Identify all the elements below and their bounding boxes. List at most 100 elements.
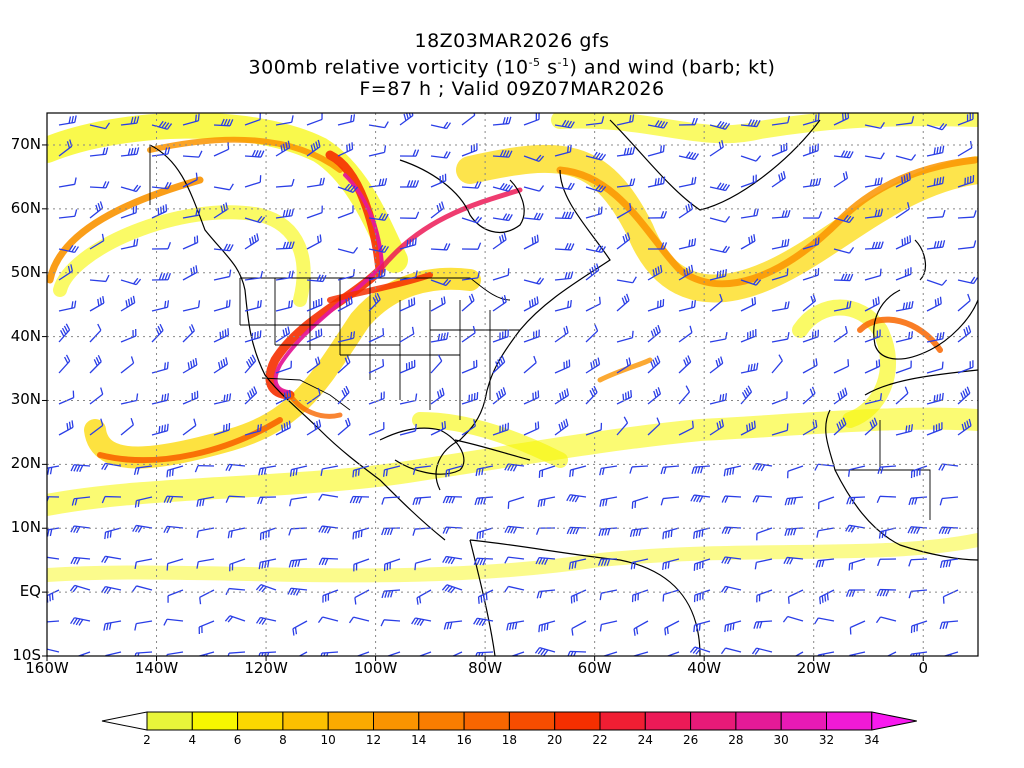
wind-barb	[554, 119, 575, 129]
wind-barb	[833, 171, 849, 188]
colorbar-label: 18	[501, 733, 518, 747]
wind-barb	[348, 616, 370, 624]
wind-barb	[306, 297, 323, 312]
wind-barb	[368, 359, 385, 374]
wind-barb	[71, 496, 91, 506]
wind-barb	[368, 121, 389, 129]
wind-barb	[196, 496, 215, 507]
wind-barb	[399, 326, 415, 343]
wind-barb	[399, 113, 414, 126]
wind-barb	[58, 300, 77, 312]
title-line-1: 18Z03MAR2026 gfs	[414, 30, 610, 52]
wind-barb	[895, 235, 912, 250]
vort-band-gulf	[412, 412, 568, 468]
wind-barb	[566, 494, 587, 503]
colorbar-label: 8	[279, 733, 287, 747]
wind-barb	[244, 113, 261, 126]
wind-barb	[616, 357, 632, 374]
lat-label: 40N	[10, 326, 41, 345]
wind-barb	[568, 558, 587, 570]
wind-barbs	[47, 113, 978, 656]
colorbar-label: 34	[864, 733, 880, 747]
wind-barb	[802, 294, 817, 312]
lon-label: 140W	[134, 659, 179, 677]
wind-barb	[926, 209, 946, 219]
wind-barb	[47, 620, 60, 623]
wind-barb	[630, 558, 649, 570]
wind-barb	[535, 527, 556, 535]
wind-barb	[337, 355, 351, 374]
wind-barb	[182, 113, 200, 126]
wind-barb	[166, 558, 184, 571]
vort-band-pacific-swirl	[53, 205, 311, 307]
wind-barb	[151, 272, 171, 281]
wind-barb	[368, 145, 387, 157]
lat-label: 20N	[10, 454, 41, 473]
wind-barb	[441, 584, 463, 594]
vort-core-subtropical	[97, 417, 283, 464]
wind-barb	[58, 209, 78, 219]
wind-barb	[306, 328, 323, 343]
wind-barb	[337, 142, 354, 157]
wind-barb	[213, 299, 231, 312]
wind-barb	[134, 496, 153, 508]
wind-barb	[383, 558, 401, 572]
wind-barb	[151, 181, 172, 190]
wind-barb	[442, 495, 463, 504]
wind-barb	[182, 357, 198, 374]
coast-south-america	[469, 539, 701, 656]
colorbar-under-triangle	[101, 711, 148, 731]
wind-barb	[833, 214, 855, 224]
wind-barb	[864, 359, 881, 374]
wind-barb	[740, 278, 762, 286]
title-line-2: 300mb relative vorticity (10-5 s-1) and …	[248, 56, 776, 79]
wind-barb	[833, 387, 848, 405]
wind-barb	[353, 558, 370, 572]
wind-barb	[120, 418, 134, 436]
colorbar-label: 10	[320, 733, 336, 747]
wind-barb	[740, 420, 756, 436]
wind-barb	[368, 244, 389, 253]
wind-barb	[244, 354, 257, 374]
wind-barb	[647, 120, 668, 129]
wind-barb	[599, 620, 618, 632]
wind-barb	[864, 208, 884, 219]
wind-barb	[802, 211, 823, 219]
wind-barb	[503, 585, 525, 593]
lat-label: 70N	[10, 134, 41, 153]
wind-barb	[907, 526, 928, 535]
wind-barb	[381, 527, 401, 536]
wind-barb	[771, 423, 789, 436]
wind-barb	[939, 496, 959, 506]
wind-barb	[523, 234, 539, 250]
wind-barb	[536, 589, 556, 599]
wind-barb	[58, 354, 71, 374]
wind-barb	[662, 558, 680, 570]
wind-barb	[58, 420, 74, 436]
wind-barb	[709, 120, 731, 130]
wind-barb	[120, 393, 139, 405]
wind-barb	[213, 357, 229, 374]
wind-barb	[756, 527, 773, 541]
coast-greenland	[609, 119, 821, 211]
wind-barb	[443, 620, 463, 630]
wind-barb	[461, 293, 475, 312]
wind-barb	[709, 182, 731, 192]
wind-barb	[442, 555, 463, 565]
wind-barb	[213, 328, 230, 343]
wind-barb	[255, 616, 277, 625]
wind-barb	[910, 620, 928, 634]
colorbar-label: 24	[637, 733, 653, 747]
wind-barb	[678, 202, 693, 219]
wind-barb	[275, 208, 295, 219]
wind-barb	[451, 651, 463, 656]
wind-barb	[151, 120, 173, 130]
wind-barb	[864, 152, 885, 160]
wind-barb	[802, 177, 822, 188]
lat-label: 50N	[10, 262, 41, 281]
wind-barb	[752, 462, 773, 472]
wind-barb	[182, 418, 197, 436]
coast-hudson	[399, 159, 525, 234]
wind-barb	[554, 418, 569, 436]
colorbar-label: 4	[188, 733, 197, 747]
